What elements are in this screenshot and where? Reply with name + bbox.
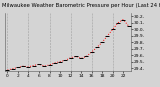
Text: Milwaukee Weather Barometric Pressure per Hour (Last 24 Hours): Milwaukee Weather Barometric Pressure pe… xyxy=(2,3,160,8)
